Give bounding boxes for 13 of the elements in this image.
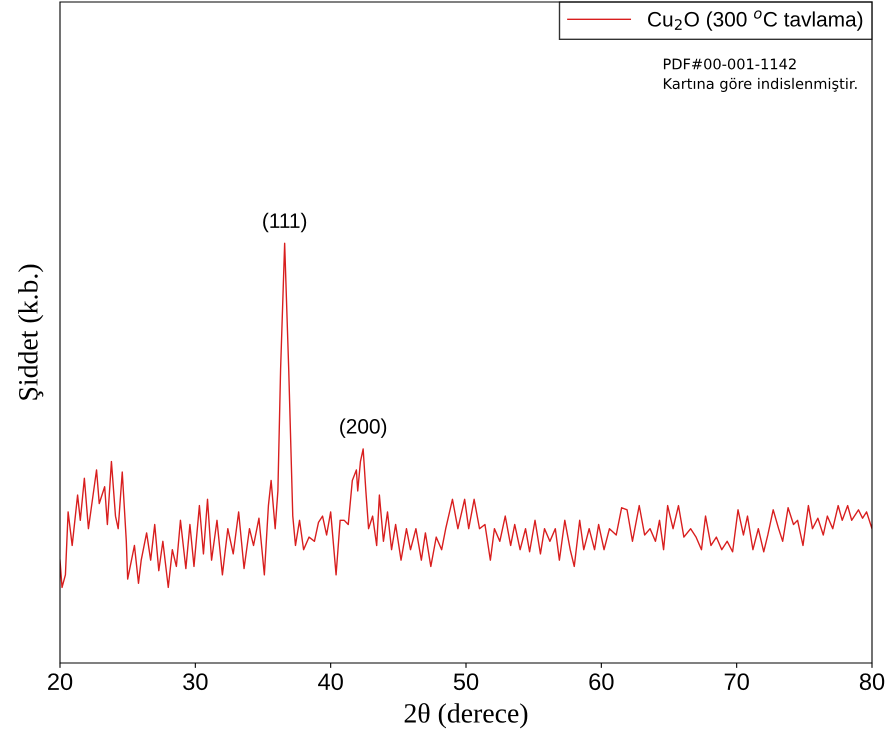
text: PDF#00-001-1142 Kartına göre indislenmiştir. — [664, 58, 857, 92]
x-tick-label: 40 — [318, 673, 343, 690]
x-tick-label: 20 — [48, 673, 72, 690]
annotation: (200) — [340, 418, 386, 438]
legend-label: Cu$_{2}$O (300 $^{o}$C tavlama) — [648, 10, 862, 31]
annotation: (111) — [263, 212, 306, 232]
x-tick-label: 60 — [589, 673, 614, 690]
x-tick-label: 30 — [183, 673, 208, 690]
x-tick-label: 70 — [724, 673, 749, 690]
y-axis-title: Şiddet (k.b.) — [18, 264, 44, 400]
x-tick-label: 50 — [454, 673, 478, 690]
x-axis-title: 2θ (derece) — [404, 703, 528, 728]
x-tick-label: 80 — [860, 673, 884, 690]
